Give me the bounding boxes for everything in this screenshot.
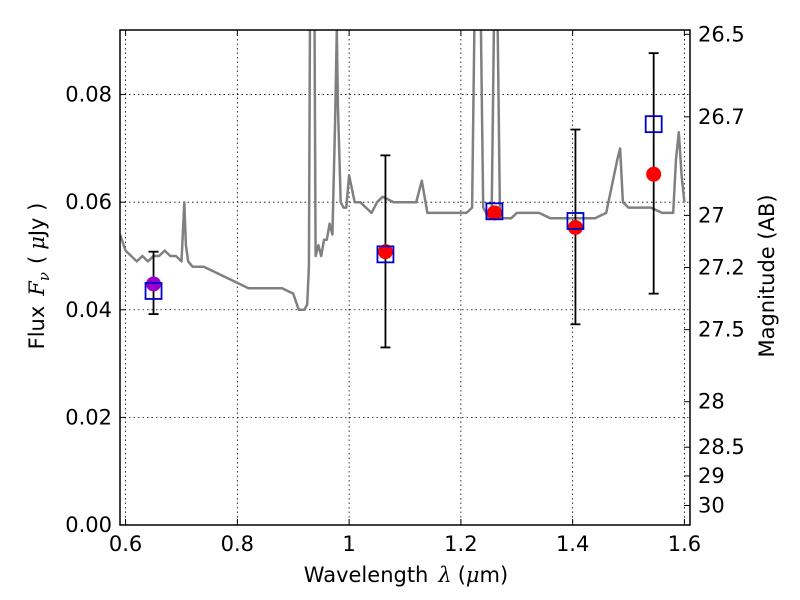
y-tick-label: 0.04 xyxy=(65,298,112,322)
y2-tick-label: 26.7 xyxy=(698,105,745,129)
x-axis-label: Wavelength λ (μm) xyxy=(304,563,508,587)
y2-axis-label: Magnitude (AB) xyxy=(755,194,779,357)
y2-tick-label: 29 xyxy=(698,464,725,488)
model-box xyxy=(566,212,585,230)
model-boxes xyxy=(144,115,663,300)
observed-point xyxy=(377,244,393,260)
x-tick-label: 1.4 xyxy=(556,532,589,556)
y-tick-label: 0.02 xyxy=(65,405,112,429)
x-tick-label: 1 xyxy=(342,532,355,556)
y-axis-label: FluxFν(μJy ) xyxy=(25,203,53,350)
y2-tick-label: 30 xyxy=(698,493,725,517)
y-axis-ticks: 0.00 0.02 0.04 0.06 0.08 xyxy=(65,83,126,537)
x-tick-label: 0.6 xyxy=(109,532,142,556)
model-box xyxy=(485,202,504,221)
observed-points xyxy=(146,166,662,292)
x-axis-ticks: 0.6 0.8 1 1.2 1.4 1.6 xyxy=(109,30,701,556)
observed-point xyxy=(486,205,502,221)
x-tick-label: 1.2 xyxy=(444,532,477,556)
y-tick-label: 0.06 xyxy=(65,190,112,214)
observed-point xyxy=(567,219,583,235)
y2-tick-label: 27 xyxy=(698,203,725,227)
model-box xyxy=(376,245,395,264)
observed-point xyxy=(646,166,662,182)
y2-axis-ticks: 26.5 26.7 27 27.2 27.5 28 28.5 29 30 xyxy=(684,22,745,517)
y2-tick-label: 28 xyxy=(698,390,725,414)
plot-frame xyxy=(119,29,691,526)
y-tick-label: 0.08 xyxy=(65,83,112,107)
x-tick-label: 1.6 xyxy=(668,532,701,556)
grid-lines xyxy=(120,30,690,525)
y2-tick-label: 27.2 xyxy=(698,255,745,279)
y2-tick-label: 28.5 xyxy=(698,435,745,459)
y2-tick-label: 27.5 xyxy=(698,318,745,342)
y-tick-label: 0.00 xyxy=(65,513,112,537)
model-spectrum-line xyxy=(120,30,686,312)
x-tick-label: 0.8 xyxy=(221,532,254,556)
error-bars xyxy=(148,52,659,349)
y2-tick-label: 26.5 xyxy=(698,22,745,46)
model-box xyxy=(644,115,663,134)
observed-point xyxy=(146,276,162,292)
model-box xyxy=(144,282,163,300)
model-spectrum xyxy=(120,30,686,312)
